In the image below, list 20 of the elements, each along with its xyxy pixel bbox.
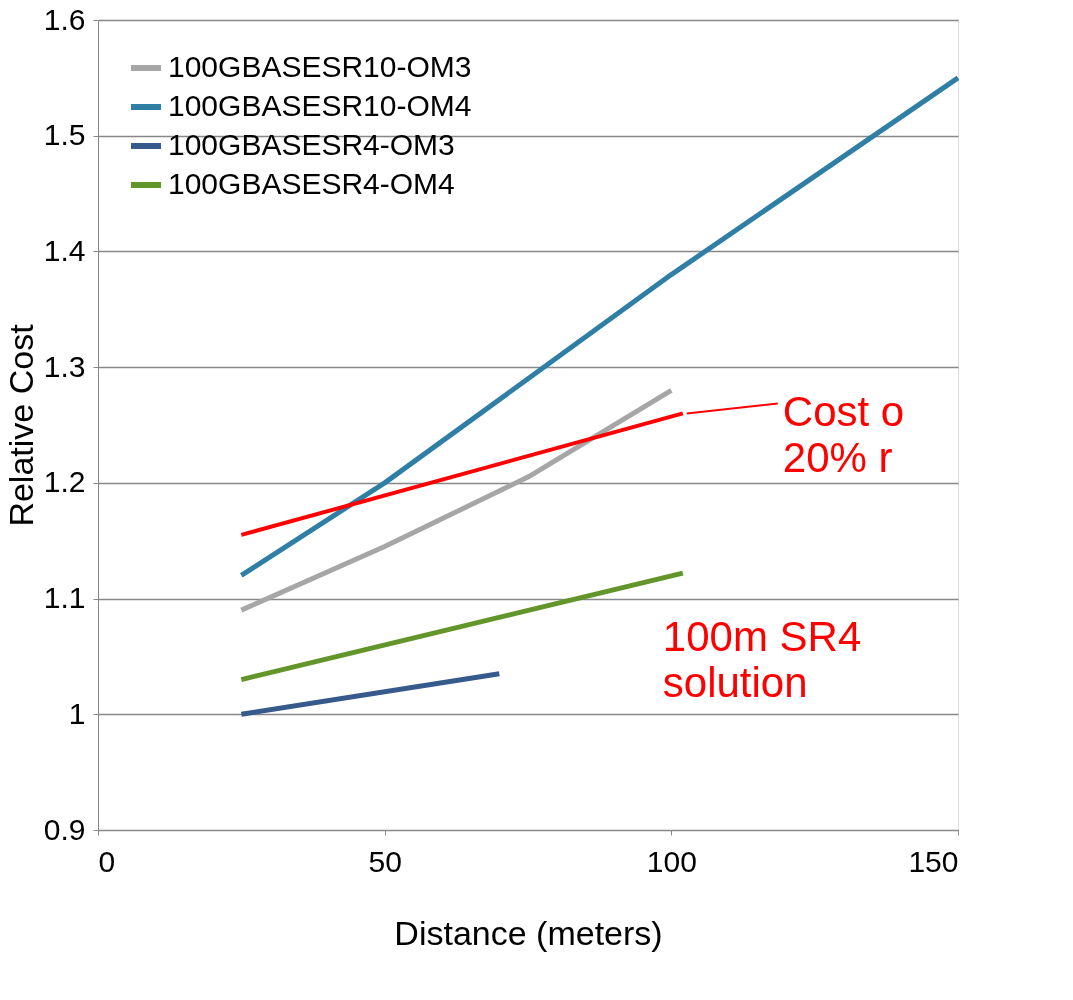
y-tick-label: 1.5	[43, 118, 86, 152]
x-axis-title: Distance (meters)	[394, 913, 663, 952]
annotation: 100m SR4 solution	[662, 613, 862, 707]
y-tick-label: 1.6	[43, 2, 86, 36]
y-tick-label: 1.2	[43, 465, 86, 499]
y-tick-label: 1.3	[43, 349, 86, 383]
y-tick-label: 0.9	[43, 812, 86, 846]
x-tick-label: 50	[368, 844, 402, 878]
y-tick-label: 1.1	[43, 581, 86, 615]
y-tick-label: 1.4	[43, 233, 86, 267]
x-tick-label: 100	[646, 844, 697, 878]
legend-label: 100GBASESR10-OM3	[168, 50, 472, 83]
y-tick-label: 1	[68, 696, 86, 730]
legend-label: 100GBASESR4-OM3	[168, 128, 455, 161]
x-tick-label: 0	[98, 844, 116, 878]
x-tick-label: 150	[908, 844, 959, 878]
annotation: Cost o 20% r	[782, 388, 905, 482]
legend-label: 100GBASESR4-OM4	[168, 167, 455, 200]
y-axis-title: Relative Cost	[1, 323, 40, 527]
legend-label: 100GBASESR10-OM4	[168, 89, 472, 122]
